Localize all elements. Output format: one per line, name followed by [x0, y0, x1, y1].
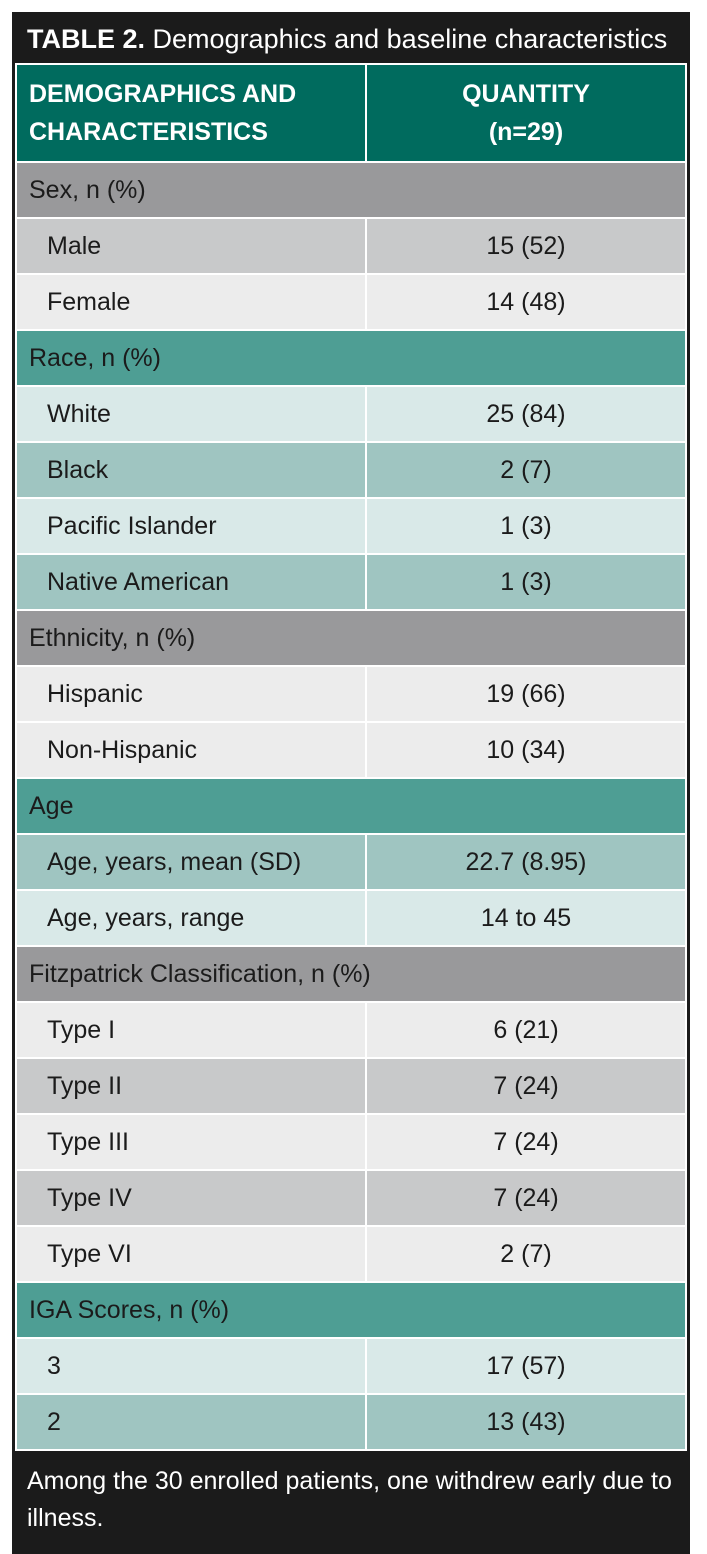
- table-row: Native American 1 (3): [16, 554, 686, 610]
- row-value: 1 (3): [366, 554, 686, 610]
- section-row: Sex, n (%): [16, 162, 686, 218]
- table-row: Hispanic 19 (66): [16, 666, 686, 722]
- table-row: Type IV 7 (24): [16, 1170, 686, 1226]
- table-row: Type III 7 (24): [16, 1114, 686, 1170]
- table-number: TABLE 2.: [27, 24, 145, 54]
- section-row: Fitzpatrick Classification, n (%): [16, 946, 686, 1002]
- row-label: Type I: [16, 1002, 366, 1058]
- section-fitzpatrick: Fitzpatrick Classification, n (%): [16, 946, 686, 1002]
- header-quantity: QUANTITY (n=29): [366, 64, 686, 162]
- row-value: 2 (7): [366, 442, 686, 498]
- row-label: 2: [16, 1394, 366, 1450]
- data-table: DEMOGRAPHICS AND CHARACTERISTICS QUANTIT…: [15, 63, 687, 1451]
- header-row: DEMOGRAPHICS AND CHARACTERISTICS QUANTIT…: [16, 64, 686, 162]
- table-caption: Demographics and baseline characteristic…: [153, 24, 668, 54]
- row-value: 15 (52): [366, 218, 686, 274]
- row-label: Age, years, range: [16, 890, 366, 946]
- row-label: Pacific Islander: [16, 498, 366, 554]
- row-value: 7 (24): [366, 1114, 686, 1170]
- row-label: Type IV: [16, 1170, 366, 1226]
- table-row: 3 17 (57): [16, 1338, 686, 1394]
- row-label: Black: [16, 442, 366, 498]
- header-characteristics: DEMOGRAPHICS AND CHARACTERISTICS: [16, 64, 366, 162]
- table-row: Non-Hispanic 10 (34): [16, 722, 686, 778]
- row-value: 13 (43): [366, 1394, 686, 1450]
- demographics-table: TABLE 2. Demographics and baseline chara…: [12, 12, 690, 1554]
- row-value: 7 (24): [366, 1170, 686, 1226]
- row-label: Native American: [16, 554, 366, 610]
- row-value: 22.7 (8.95): [366, 834, 686, 890]
- row-label: Type III: [16, 1114, 366, 1170]
- row-label: 3: [16, 1338, 366, 1394]
- table-row: Pacific Islander 1 (3): [16, 498, 686, 554]
- header-quantity-label: QUANTITY (n=29): [451, 75, 601, 151]
- row-label: Non-Hispanic: [16, 722, 366, 778]
- section-iga: IGA Scores, n (%): [16, 1282, 686, 1338]
- table-body: Sex, n (%) Male 15 (52) Female 14 (48) R…: [16, 162, 686, 1450]
- table-row: Female 14 (48): [16, 274, 686, 330]
- table-row: Age, years, mean (SD) 22.7 (8.95): [16, 834, 686, 890]
- header-characteristics-label: DEMOGRAPHICS AND CHARACTERISTICS: [29, 75, 319, 151]
- section-sex: Sex, n (%): [16, 162, 686, 218]
- table-row: Type I 6 (21): [16, 1002, 686, 1058]
- table-row: Type II 7 (24): [16, 1058, 686, 1114]
- row-value: 17 (57): [366, 1338, 686, 1394]
- section-row: IGA Scores, n (%): [16, 1282, 686, 1338]
- row-value: 6 (21): [366, 1002, 686, 1058]
- table-row: Age, years, range 14 to 45: [16, 890, 686, 946]
- row-value: 1 (3): [366, 498, 686, 554]
- section-row: Ethnicity, n (%): [16, 610, 686, 666]
- table-row: White 25 (84): [16, 386, 686, 442]
- row-label: Type VI: [16, 1226, 366, 1282]
- row-value: 14 to 45: [366, 890, 686, 946]
- row-label: White: [16, 386, 366, 442]
- table-row: 2 13 (43): [16, 1394, 686, 1450]
- table-title: TABLE 2. Demographics and baseline chara…: [15, 15, 687, 63]
- table-row: Type VI 2 (7): [16, 1226, 686, 1282]
- table-row: Black 2 (7): [16, 442, 686, 498]
- table-row: Male 15 (52): [16, 218, 686, 274]
- table-footnote: Among the 30 enrolled patients, one with…: [15, 1451, 687, 1551]
- section-age: Age: [16, 778, 686, 834]
- row-value: 10 (34): [366, 722, 686, 778]
- row-value: 14 (48): [366, 274, 686, 330]
- section-race: Race, n (%): [16, 330, 686, 386]
- row-value: 7 (24): [366, 1058, 686, 1114]
- section-ethnicity: Ethnicity, n (%): [16, 610, 686, 666]
- row-value: 19 (66): [366, 666, 686, 722]
- section-row: Race, n (%): [16, 330, 686, 386]
- section-row: Age: [16, 778, 686, 834]
- row-value: 2 (7): [366, 1226, 686, 1282]
- row-label: Hispanic: [16, 666, 366, 722]
- row-label: Age, years, mean (SD): [16, 834, 366, 890]
- row-value: 25 (84): [366, 386, 686, 442]
- row-label: Female: [16, 274, 366, 330]
- row-label: Type II: [16, 1058, 366, 1114]
- row-label: Male: [16, 218, 366, 274]
